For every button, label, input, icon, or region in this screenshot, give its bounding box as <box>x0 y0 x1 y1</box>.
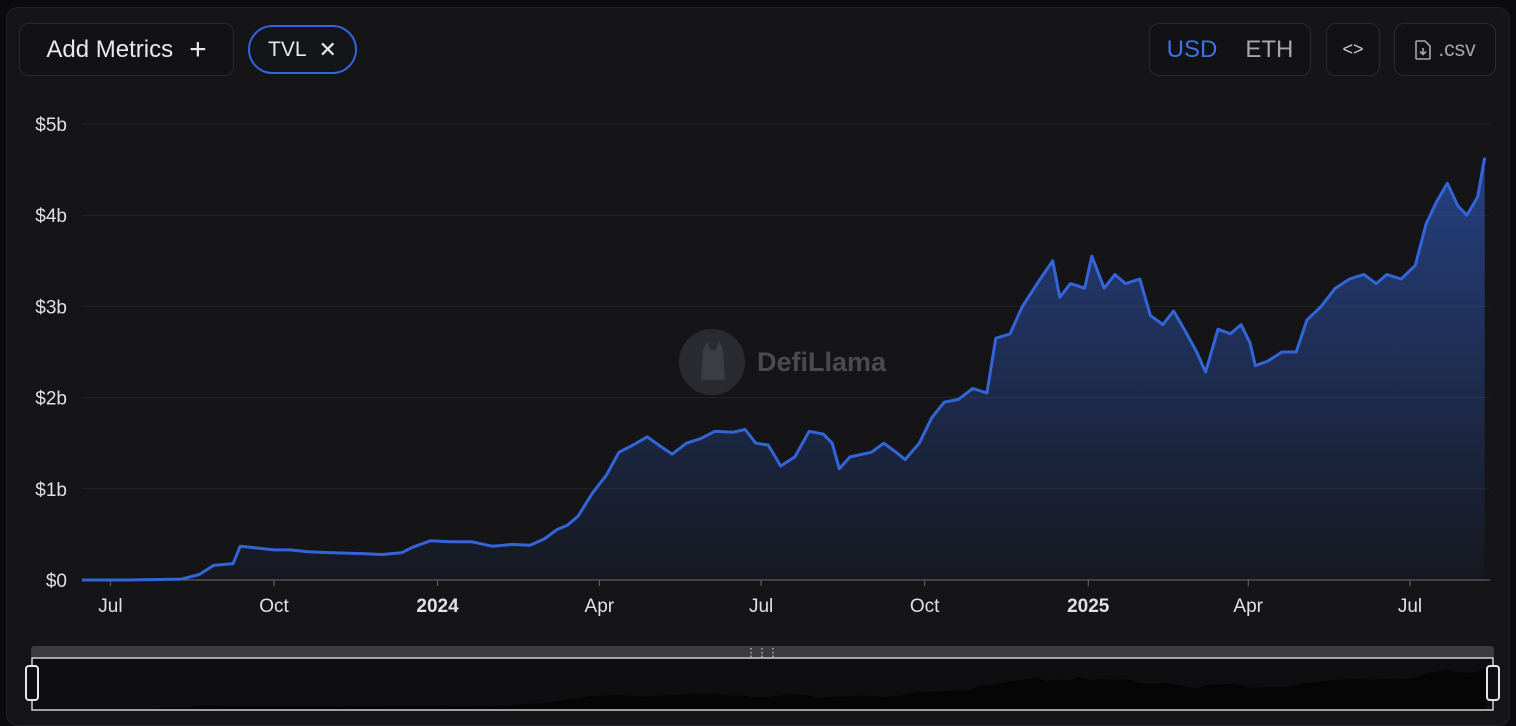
tvl-area-fill <box>82 157 1485 580</box>
x-tick-label: Jul <box>98 596 122 617</box>
x-tick-label: Oct <box>910 596 940 617</box>
download-csv-button[interactable]: .csv <box>1394 23 1496 76</box>
range-drag-grip-icon[interactable]: ⋮⋮⋮ <box>746 647 779 659</box>
file-download-icon <box>1415 39 1432 60</box>
x-tick-label: Apr <box>585 596 615 617</box>
x-axis: Jul Oct 2024 Apr Jul Oct 2025 Apr Jul <box>98 580 1422 617</box>
denomination-usd-option[interactable]: USD <box>1166 35 1218 63</box>
range-mini-area <box>33 667 1486 709</box>
denomination-toggle: USD ETH <box>1149 23 1311 76</box>
csv-label: .csv <box>1438 37 1476 61</box>
series-line-tvl <box>82 157 1487 582</box>
range-selector-bar[interactable] <box>31 646 1494 658</box>
y-tick-label: $2b <box>35 389 67 410</box>
metric-chip-tvl[interactable]: TVL ✕ <box>248 25 357 74</box>
embed-button[interactable]: <> <box>1326 23 1380 76</box>
defillama-watermark: DefiLlama <box>679 329 887 395</box>
x-tick-label: Jul <box>749 596 773 617</box>
x-tick-label: Jul <box>1398 596 1422 617</box>
x-tick-label: 2025 <box>1067 596 1110 617</box>
y-tick-label: $5b <box>35 115 67 136</box>
close-icon[interactable]: ✕ <box>318 36 337 62</box>
range-handle-right[interactable] <box>1486 665 1500 701</box>
denomination-eth-option[interactable]: ETH <box>1245 35 1294 63</box>
y-axis: $0 $1b $2b $3b $4b $5b <box>35 115 67 592</box>
x-tick-label: Apr <box>1233 596 1263 617</box>
metric-chip-label: TVL <box>268 37 307 61</box>
plus-icon: + <box>189 32 207 66</box>
add-metrics-button[interactable]: Add Metrics + <box>19 23 234 76</box>
watermark-text: DefiLlama <box>757 347 887 377</box>
y-tick-label: $1b <box>35 480 67 501</box>
add-metrics-label: Add Metrics <box>46 35 174 63</box>
y-tick-label: $0 <box>46 571 67 592</box>
y-tick-label: $3b <box>35 297 67 318</box>
llama-silhouette-icon <box>701 341 725 380</box>
code-brackets-icon: <> <box>1342 39 1364 59</box>
x-tick-label: Oct <box>259 596 289 617</box>
x-tick-label: 2024 <box>416 596 459 617</box>
range-handle-left[interactable] <box>25 665 39 701</box>
y-tick-label: $4b <box>35 206 67 227</box>
range-selector[interactable]: ⋮⋮⋮ <box>25 646 1500 711</box>
